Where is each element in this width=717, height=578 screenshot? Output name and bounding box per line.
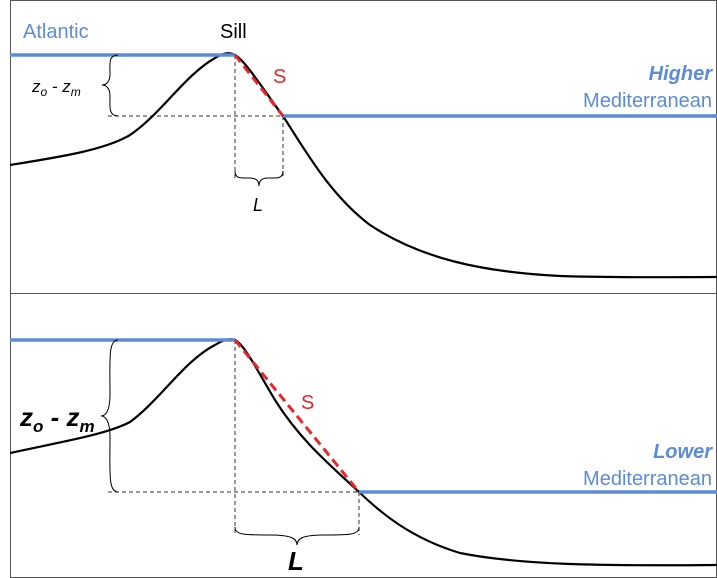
bottom-length-label: L (288, 546, 304, 576)
top-slope-line (233, 54, 285, 117)
top-depth-z-m: z (61, 77, 71, 96)
bottom-slope-label: S (301, 392, 314, 414)
bottom-slope-line (233, 339, 361, 493)
bottom-depth-z-o: z (19, 402, 33, 432)
bottom-depth-sub-o: o (33, 417, 43, 436)
bottom-mediterranean-label: Mediterranean (583, 468, 712, 490)
atlantic-label: Atlantic (23, 21, 89, 43)
top-depth-minus: - (47, 77, 62, 96)
lower-label: Lower (653, 441, 713, 463)
top-depth-label: zo - zm (31, 77, 81, 99)
top-length-label: L (253, 195, 263, 215)
bottom-depth-brace (100, 339, 119, 493)
top-mediterranean-label: Mediterranean (583, 90, 712, 112)
top-depth-brace (101, 54, 119, 117)
bottom-depth-z-m: z (66, 402, 80, 432)
top-depth-sub-m: m (71, 85, 81, 99)
bottom-depth-minus: - (43, 402, 66, 432)
top-depth-sub-o: o (41, 85, 48, 99)
top-slope-label: S (273, 66, 286, 88)
bottom-depth-label: zo - zm (19, 402, 95, 436)
top-depth-z-o: z (31, 77, 41, 96)
bottom-panel: S Lower Mediterranean zo - zm L (9, 338, 717, 576)
bottom-bathymetry-profile (9, 338, 717, 567)
top-length-brace (234, 170, 284, 187)
sill-label: Sill (220, 21, 247, 43)
top-panel: Atlantic Sill S Higher Mediterranean zo … (9, 21, 717, 279)
bottom-depth-sub-m: m (80, 417, 95, 436)
higher-label: Higher (649, 63, 714, 85)
top-bathymetry-profile (9, 52, 717, 279)
bottom-length-brace (234, 526, 360, 546)
